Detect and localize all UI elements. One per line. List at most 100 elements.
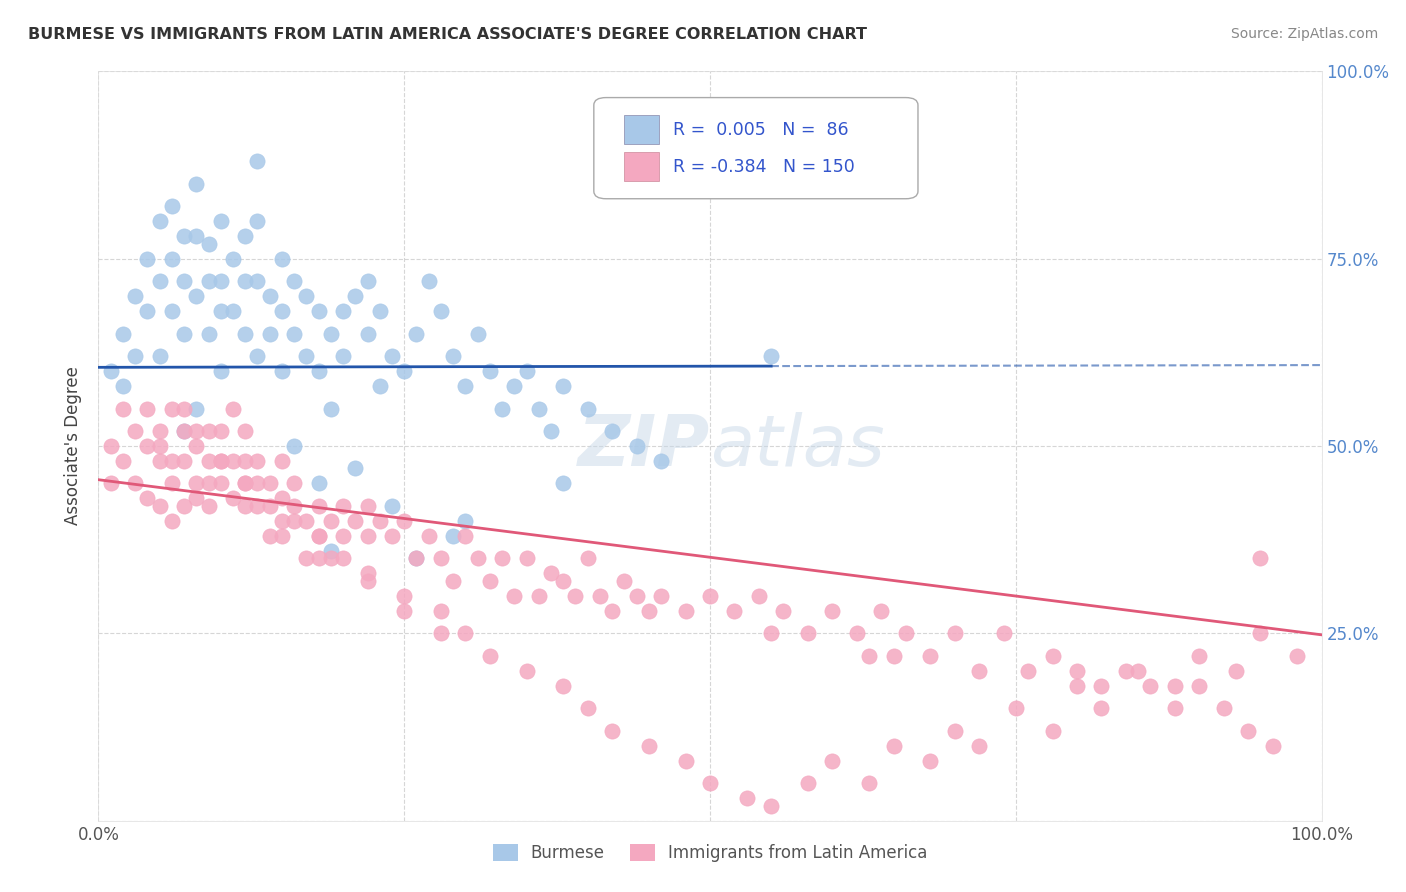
Point (699, 589, 721, 603)
Point (1249, 551, 1271, 566)
Point (259, 289, 281, 303)
Point (515, 664, 537, 678)
Point (197, 274, 219, 288)
Point (1090, 679, 1112, 693)
Point (772, 604, 794, 618)
Point (637, 739, 661, 753)
Point (845, 626, 868, 640)
Point (491, 551, 513, 566)
Text: R =  0.005   N =  86: R = 0.005 N = 86 (673, 120, 849, 138)
Point (943, 723, 966, 738)
Point (418, 274, 440, 288)
Point (858, 648, 880, 663)
Point (319, 401, 342, 416)
Point (967, 664, 990, 678)
Point (111, 401, 134, 416)
Point (418, 529, 440, 543)
Point (553, 679, 575, 693)
Point (149, 349, 172, 363)
Point (270, 364, 294, 378)
Point (270, 454, 294, 468)
FancyBboxPatch shape (593, 97, 918, 199)
Point (186, 424, 208, 438)
Point (149, 439, 172, 453)
Point (295, 514, 318, 528)
Point (332, 529, 354, 543)
Point (1115, 664, 1137, 678)
Point (197, 424, 219, 438)
Point (356, 574, 378, 588)
Point (1066, 679, 1088, 693)
Point (246, 154, 269, 169)
Point (478, 648, 501, 663)
Point (381, 499, 404, 513)
Point (405, 326, 427, 341)
Point (368, 514, 391, 528)
Point (1042, 723, 1064, 738)
Point (233, 274, 256, 288)
Point (797, 626, 820, 640)
Y-axis label: Associate's Degree: Associate's Degree (65, 367, 83, 525)
Point (1139, 679, 1161, 693)
Point (515, 551, 537, 566)
Point (1164, 679, 1187, 693)
Point (1066, 664, 1088, 678)
Point (149, 499, 172, 513)
Point (441, 574, 464, 588)
Point (576, 551, 599, 566)
Point (332, 349, 354, 363)
Point (319, 551, 342, 566)
Point (332, 551, 354, 566)
Point (503, 379, 526, 393)
Point (222, 454, 245, 468)
Point (197, 476, 219, 491)
Point (173, 401, 195, 416)
Point (173, 424, 195, 438)
Point (136, 401, 159, 416)
Point (761, 626, 783, 640)
Point (308, 529, 330, 543)
Point (1249, 626, 1271, 640)
Point (149, 454, 172, 468)
Point (295, 349, 318, 363)
Point (368, 379, 391, 393)
Point (270, 529, 294, 543)
Point (209, 454, 232, 468)
Point (1164, 701, 1187, 715)
Point (467, 551, 489, 566)
Point (1188, 679, 1211, 693)
Point (160, 199, 183, 213)
Point (441, 529, 464, 543)
Point (283, 476, 305, 491)
Point (454, 514, 477, 528)
Point (100, 439, 122, 453)
Point (160, 476, 183, 491)
Point (186, 177, 208, 191)
Point (600, 424, 623, 438)
Point (233, 499, 256, 513)
Point (392, 514, 416, 528)
Point (430, 304, 453, 318)
Point (356, 566, 378, 581)
Point (233, 476, 256, 491)
Point (553, 574, 575, 588)
Text: ZIP: ZIP (578, 411, 710, 481)
Point (186, 229, 208, 244)
Point (173, 326, 195, 341)
Point (368, 304, 391, 318)
Point (454, 626, 477, 640)
Point (160, 401, 183, 416)
Point (735, 791, 758, 805)
Point (392, 589, 416, 603)
Point (600, 723, 623, 738)
Point (259, 476, 281, 491)
Point (943, 626, 966, 640)
Point (1237, 723, 1260, 738)
Point (883, 739, 905, 753)
Point (356, 499, 378, 513)
Point (723, 604, 745, 618)
Point (270, 304, 294, 318)
Point (124, 349, 146, 363)
Point (308, 529, 330, 543)
Point (589, 589, 612, 603)
